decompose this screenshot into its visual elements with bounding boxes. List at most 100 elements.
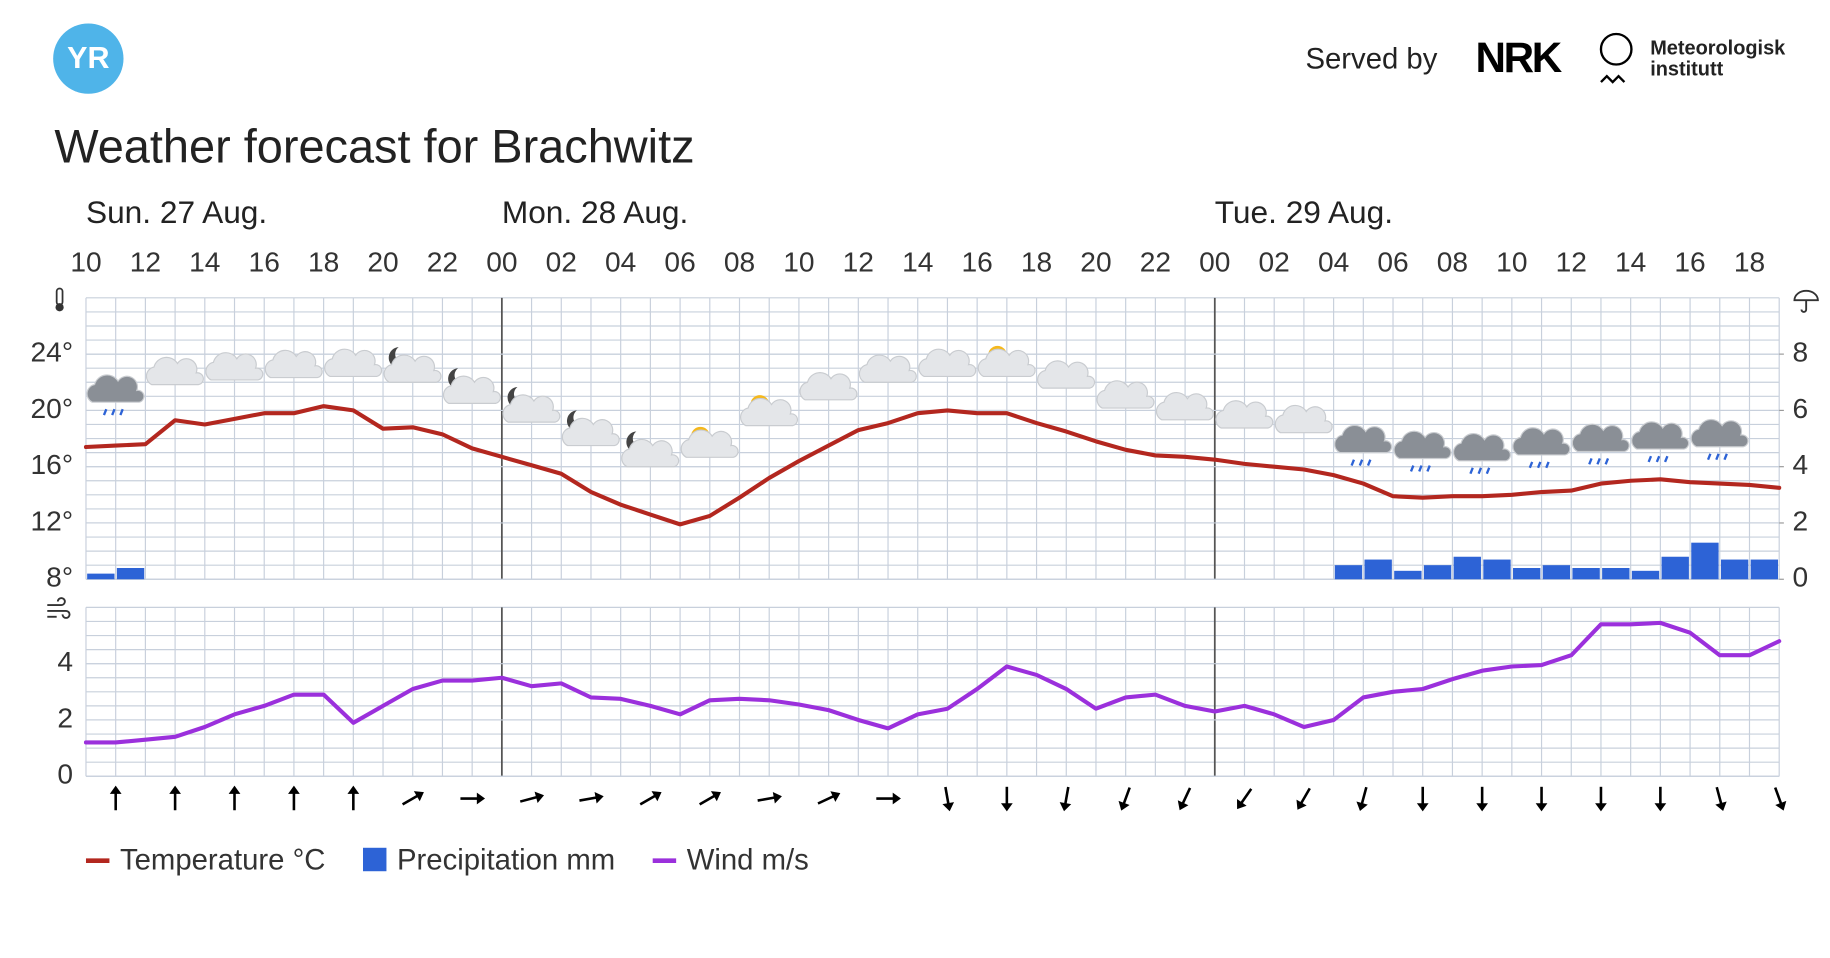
x-tick-label: 04 (605, 246, 636, 277)
arrow-head (476, 792, 486, 805)
weather-icon (561, 410, 620, 447)
x-tick-label: 06 (1377, 246, 1408, 277)
x-tick-label: 14 (1615, 246, 1646, 277)
wind-arrow (1237, 788, 1253, 810)
raindrop (1536, 461, 1542, 469)
x-tick-label: 18 (1734, 246, 1765, 277)
weather-icon (1690, 418, 1749, 461)
precip-bar (1364, 559, 1392, 580)
wind-arrow (1535, 786, 1548, 812)
x-tick-label: 12 (130, 246, 161, 277)
weather-icon (858, 354, 917, 383)
legend-swatch (362, 847, 387, 872)
cloud (680, 429, 739, 458)
x-tick-label: 16 (1674, 246, 1705, 277)
met-name: Meteorologisk (1650, 38, 1786, 60)
precip-bar (1750, 559, 1779, 580)
wind-arrow (698, 791, 721, 806)
raindrop (1528, 461, 1534, 469)
wind-arrow (169, 785, 181, 811)
x-tick-label: 22 (1140, 246, 1171, 277)
precip-bar (1661, 556, 1689, 580)
precip-bar (1572, 567, 1600, 580)
x-tick-label: 16 (961, 246, 992, 277)
weather-icon (502, 386, 561, 423)
thermometer-icon (55, 287, 64, 312)
cloud (1512, 427, 1571, 456)
series-line (83, 404, 1782, 527)
wind-arrow (1595, 786, 1607, 812)
x-tick-label: 12 (843, 246, 874, 277)
raindrop (1358, 459, 1364, 466)
arrow-head (830, 791, 841, 802)
wind-arrow (1000, 786, 1013, 812)
cloud (264, 349, 323, 379)
wind-arrow (1715, 786, 1727, 811)
arrow-head (347, 785, 360, 794)
wind-arrow (401, 791, 424, 806)
arrow-head (892, 792, 901, 805)
wind-arrow (347, 785, 360, 811)
x-tick-label: 14 (902, 246, 933, 277)
cloud (502, 394, 561, 423)
cloud (442, 375, 501, 404)
wind-arrow (1059, 786, 1072, 812)
weather-icon (1155, 391, 1214, 421)
x-tick-label: 18 (1021, 246, 1052, 277)
series-line (83, 620, 1782, 745)
wind-arrow (639, 791, 662, 806)
x-tick-label: 10 (783, 246, 814, 277)
arrow-head (1416, 803, 1429, 812)
x-tick-label: 14 (189, 246, 220, 277)
wind-arrow (876, 792, 901, 805)
precip-bar (116, 567, 145, 580)
weather-icon (1571, 423, 1630, 465)
wind-icon (47, 597, 71, 619)
arrow-head (942, 802, 955, 812)
wind-arrow (817, 791, 841, 805)
raindrop (1655, 455, 1661, 463)
cloud (1690, 418, 1749, 448)
precip-bar (1513, 567, 1541, 580)
x-tick-label: 12 (1556, 246, 1587, 277)
arrow-head (710, 791, 721, 802)
arrow-head (1595, 803, 1607, 812)
wind-arrow (519, 791, 545, 803)
cloud (561, 417, 620, 447)
weather-icon (977, 345, 1036, 377)
umbrella-icon (1793, 289, 1819, 313)
cloud (799, 372, 858, 401)
wind-arrow (109, 785, 122, 811)
weather-icon (383, 347, 442, 383)
wind-arrow (288, 785, 300, 811)
y2-tick-label: 0 (1792, 562, 1808, 593)
precip-bar (87, 573, 115, 580)
arrow-head (651, 791, 662, 802)
weather-icon (680, 426, 739, 458)
cloud (1096, 380, 1155, 409)
wind-arrow (1356, 786, 1368, 811)
arrow-head (1296, 799, 1307, 810)
arrow-head (1715, 801, 1727, 811)
wind-arrow (579, 791, 604, 804)
served-by: Served by (1305, 43, 1437, 76)
arrow-head (534, 791, 545, 803)
raindrop (1588, 458, 1593, 465)
weather-icon (1512, 427, 1571, 469)
y-tick-label: 2 (57, 702, 73, 733)
weather-icon (324, 348, 383, 377)
x-tick-label: 06 (664, 246, 695, 277)
arrow-head (772, 791, 782, 804)
raindrop (1485, 467, 1491, 475)
weather-icon (1215, 400, 1274, 429)
arrow-head (594, 791, 604, 804)
wind-arrow (1476, 786, 1489, 812)
raindrop (1409, 465, 1415, 472)
met-logo (1599, 32, 1633, 66)
wind-arrow (1118, 787, 1131, 811)
wind-arrow (1296, 787, 1311, 810)
x-tick-label: 08 (1437, 246, 1468, 277)
weather-icon (918, 348, 977, 377)
cloud (383, 354, 442, 383)
